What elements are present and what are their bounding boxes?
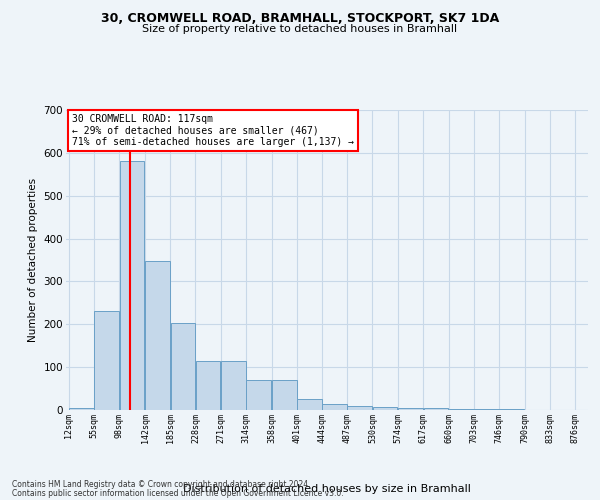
Bar: [297, 400, 322, 410]
Text: Contains HM Land Registry data © Crown copyright and database right 2024.: Contains HM Land Registry data © Crown c…: [12, 480, 311, 489]
Bar: [474, 408, 499, 410]
Bar: [94, 310, 119, 410]
Bar: [449, 408, 473, 410]
Y-axis label: Number of detached properties: Number of detached properties: [28, 178, 38, 342]
Bar: [246, 380, 271, 410]
Text: Size of property relative to detached houses in Bramhall: Size of property relative to detached ho…: [142, 24, 458, 34]
Bar: [424, 408, 448, 410]
Text: Contains public sector information licensed under the Open Government Licence v3: Contains public sector information licen…: [12, 488, 344, 498]
Bar: [322, 404, 347, 410]
Bar: [196, 360, 220, 410]
Bar: [119, 160, 144, 410]
Text: 30 CROMWELL ROAD: 117sqm
← 29% of detached houses are smaller (467)
71% of semi-: 30 CROMWELL ROAD: 117sqm ← 29% of detach…: [72, 114, 354, 148]
Bar: [145, 261, 170, 410]
Bar: [398, 408, 423, 410]
Bar: [347, 406, 372, 410]
Bar: [373, 407, 397, 410]
Bar: [499, 409, 524, 410]
Bar: [221, 360, 245, 410]
Bar: [69, 408, 94, 410]
X-axis label: Distribution of detached houses by size in Bramhall: Distribution of detached houses by size …: [183, 484, 471, 494]
Bar: [170, 324, 195, 410]
Text: 30, CROMWELL ROAD, BRAMHALL, STOCKPORT, SK7 1DA: 30, CROMWELL ROAD, BRAMHALL, STOCKPORT, …: [101, 12, 499, 26]
Bar: [272, 380, 296, 410]
